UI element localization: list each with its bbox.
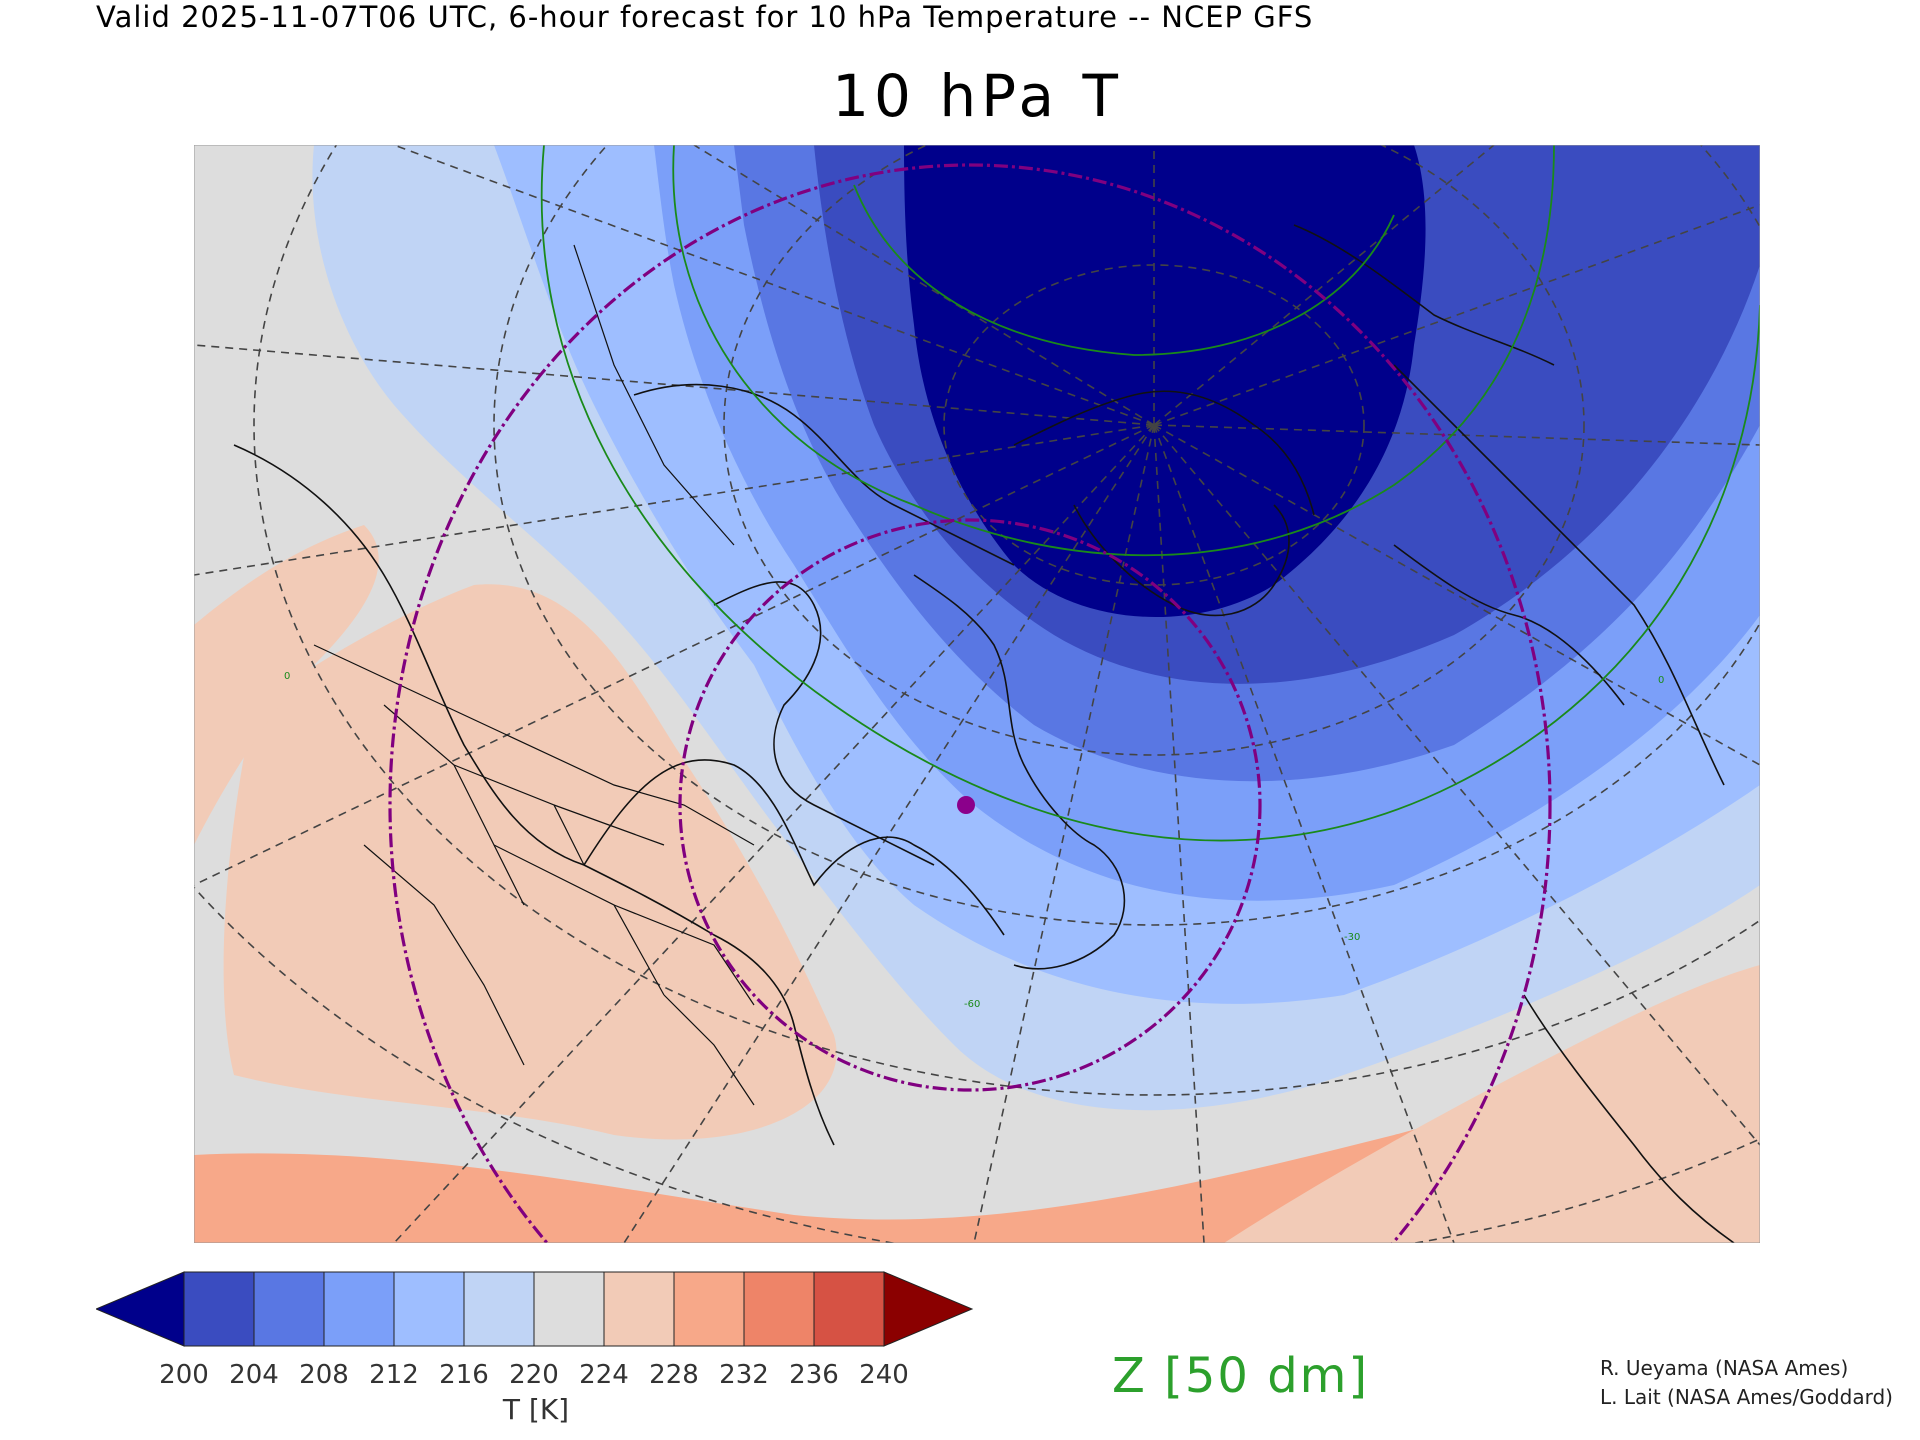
colorbar-tick-label: 240 bbox=[859, 1360, 909, 1390]
colorbar-tick-label: 216 bbox=[439, 1360, 489, 1390]
field-warm-us bbox=[223, 584, 837, 1140]
contour-label: 0 bbox=[284, 671, 290, 682]
temperature-map: 0 0 -30 -60 bbox=[194, 145, 1760, 1243]
colorbar-cell bbox=[743, 1271, 815, 1347]
field-below-200 bbox=[904, 145, 1426, 618]
colorbar-tick-label: 224 bbox=[579, 1360, 629, 1390]
colorbar-tick-label: 204 bbox=[229, 1360, 279, 1390]
graticule bbox=[194, 145, 1760, 1243]
field-warm-west bbox=[194, 525, 379, 845]
field-warm-atlantic bbox=[1224, 965, 1760, 1243]
site-marker bbox=[957, 796, 975, 814]
contour-label: 0 bbox=[1658, 675, 1664, 686]
colorbar-cell bbox=[393, 1271, 465, 1347]
colorbar-cell bbox=[813, 1271, 885, 1347]
colorbar bbox=[96, 1271, 974, 1347]
colorbar-cell bbox=[323, 1271, 395, 1347]
contour-legend: Z [50 dm] bbox=[1112, 1348, 1370, 1404]
colorbar-tick-label: 232 bbox=[719, 1360, 769, 1390]
colorbar-tick-label: 220 bbox=[509, 1360, 559, 1390]
colorbar-cell bbox=[253, 1271, 325, 1347]
plot-title: 10 hPa T bbox=[832, 62, 1123, 130]
contour-labels: 0 0 -30 -60 bbox=[284, 671, 1664, 1010]
colorbar-tick-label: 208 bbox=[299, 1360, 349, 1390]
coastlines bbox=[233, 224, 1735, 1243]
colorbar-tick-label: 200 bbox=[159, 1360, 209, 1390]
credit-line: R. Ueyama (NASA Ames) bbox=[1600, 1356, 1849, 1380]
contour-label: -30 bbox=[1344, 932, 1360, 943]
colorbar-label: T [K] bbox=[502, 1393, 570, 1426]
geopotential-contours bbox=[540, 145, 1760, 842]
colorbar-extend-low bbox=[96, 1271, 185, 1347]
colorbar-tick-label: 228 bbox=[649, 1360, 699, 1390]
colorbar-extend-high bbox=[883, 1271, 974, 1347]
contour-label: -60 bbox=[964, 999, 980, 1010]
colorbar-cell bbox=[183, 1271, 255, 1347]
colorbar-cell bbox=[673, 1271, 745, 1347]
colorbar-cell bbox=[463, 1271, 535, 1347]
credit-line: L. Lait (NASA Ames/Goddard) bbox=[1600, 1385, 1893, 1409]
borders bbox=[313, 244, 755, 1106]
colorbar-cell bbox=[533, 1271, 605, 1347]
colorbar-tick-label: 236 bbox=[789, 1360, 839, 1390]
colorbar-tick-label: 212 bbox=[369, 1360, 419, 1390]
colorbar-cell bbox=[603, 1271, 675, 1347]
valid-time-header: Valid 2025-11-07T06 UTC, 6-hour forecast… bbox=[96, 0, 1314, 34]
range-rings bbox=[388, 163, 1552, 1243]
